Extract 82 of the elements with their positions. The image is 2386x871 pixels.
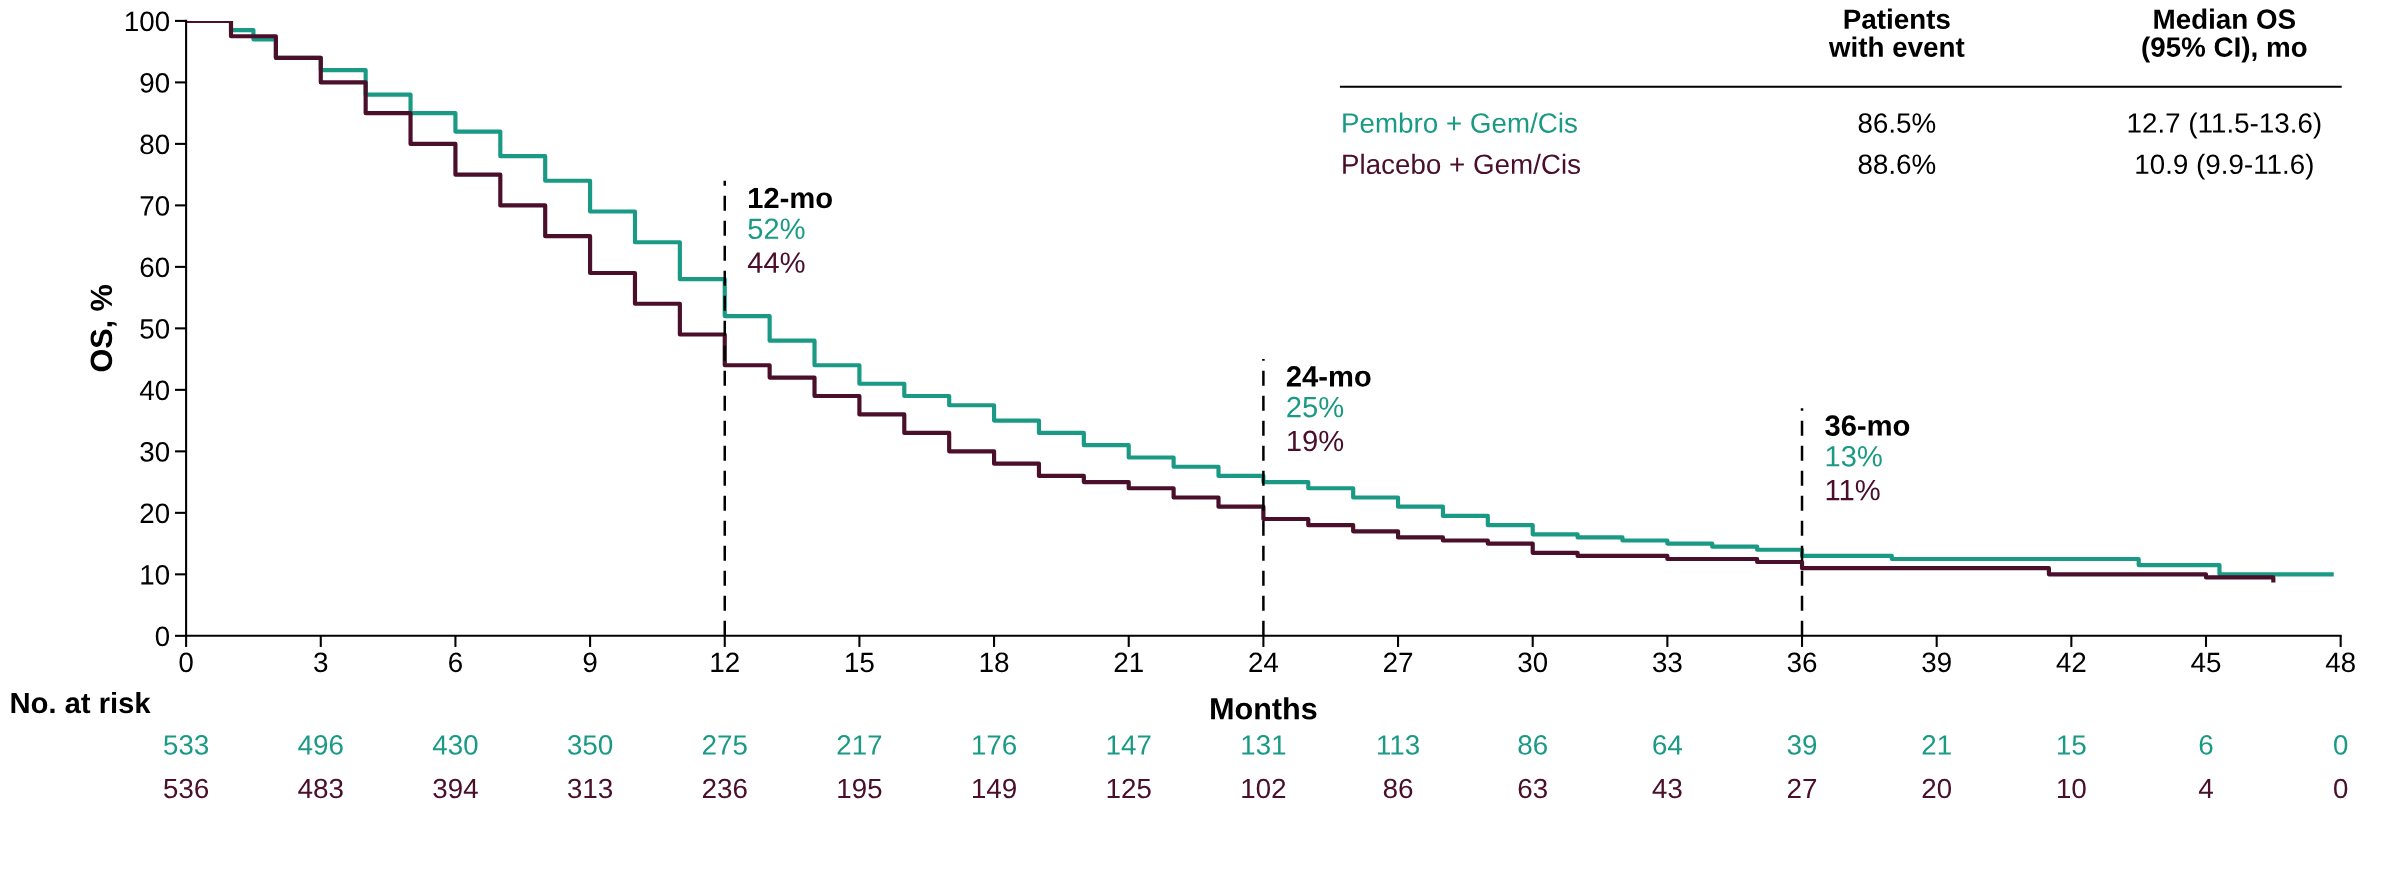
text: 0 (2334, 778, 2348, 799)
annotation: 52% (748, 218, 805, 240)
text: 350 (567, 735, 613, 755)
text: 496 (298, 735, 343, 755)
annotation: Median OS (95% CI), mo (2142, 8, 2307, 63)
text: 86 (1383, 778, 1413, 799)
y-axis-title: OS, % (90, 285, 117, 372)
text: 64 (1653, 735, 1682, 755)
annotation: 25% (1287, 396, 1344, 418)
y-tick-label: 40 (139, 380, 170, 401)
x-tick-label: 6 (449, 652, 462, 673)
y-tick-label: 100 (125, 11, 170, 32)
text: 131 (1242, 735, 1286, 755)
x-tick-label: 3 (314, 652, 328, 673)
annotation: 44% (747, 252, 805, 273)
y-tick-label: 30 (140, 442, 170, 462)
ref-line-label: 12-mo (749, 187, 832, 209)
x-tick-label: 18 (980, 652, 1009, 673)
text: 430 (432, 735, 478, 755)
text: 394 (433, 778, 478, 799)
text: 15 (2058, 735, 2086, 755)
x-tick-label: 24 (1249, 652, 1279, 672)
text: 147 (1107, 735, 1151, 755)
x-tick-label: 33 (1652, 652, 1682, 673)
y-tick-label: 0 (155, 626, 170, 647)
text: 6 (2199, 735, 2213, 755)
y-tick-label: 10 (141, 565, 170, 585)
x-tick-label: 42 (2056, 652, 2086, 672)
annotation: 88.6% (1858, 154, 1936, 175)
annotation: 12.7 (11.5-13.6) (2128, 112, 2321, 139)
text: 483 (298, 778, 343, 799)
x-tick-label: 39 (1922, 652, 1951, 673)
x-tick-label: 30 (1518, 652, 1548, 673)
text: 275 (702, 735, 747, 755)
ref-line-label: 24-mo (1286, 366, 1371, 387)
annotation: 13% (1826, 445, 1882, 467)
text: 149 (973, 778, 1016, 799)
x-tick-label: 9 (583, 652, 597, 673)
x-tick-label: 27 (1384, 652, 1413, 672)
y-tick-label: 70 (140, 196, 170, 216)
text: 176 (973, 735, 1017, 755)
x-tick-label: 15 (846, 652, 874, 673)
text: 27 (1787, 778, 1817, 799)
text: 217 (837, 735, 882, 755)
text: 4 (2198, 778, 2213, 799)
text: 533 (164, 735, 209, 755)
text: 39 (1787, 735, 1817, 755)
x-tick-label: 12 (711, 652, 739, 672)
text: 10 (2058, 778, 2086, 799)
y-tick-label: 60 (140, 257, 170, 278)
annotation: 86.5% (1858, 113, 1936, 133)
text: Placebo + Gem/Cis (1343, 153, 1581, 175)
text: 21 (1922, 735, 1951, 755)
y-tick-label: 50 (140, 319, 170, 339)
x-tick-label: 45 (2191, 652, 2221, 673)
text: 113 (1378, 735, 1419, 755)
annotation: 19% (1288, 430, 1344, 452)
annotation: 11% (1826, 479, 1880, 501)
text: 195 (838, 778, 882, 799)
y-tick-label: 20 (140, 503, 170, 524)
text: 86 (1518, 735, 1547, 755)
text: Pembro + Gem/Cis (1343, 112, 1577, 133)
annotation: Patients with event (1828, 8, 1965, 57)
annotation: 10.9 (9.9-11.6) (2136, 153, 2313, 180)
text: 20 (1922, 778, 1952, 799)
ref-line-label: 36-mo (1825, 415, 1910, 436)
y-tick-label: 90 (140, 73, 170, 93)
x-axis-title: Months (1211, 697, 1317, 720)
text: 236 (702, 778, 747, 799)
text: 313 (567, 778, 613, 799)
text: 536 (164, 778, 209, 799)
text: 102 (1242, 778, 1286, 799)
text: 63 (1518, 778, 1547, 799)
x-tick-label: 48 (2325, 652, 2355, 673)
x-tick-label: 36 (1787, 652, 1817, 673)
x-tick-label: 21 (1114, 652, 1143, 672)
text: 43 (1652, 778, 1682, 799)
text: 125 (1107, 778, 1151, 799)
y-tick-label: 80 (140, 134, 170, 155)
x-tick-label: 0 (179, 652, 193, 673)
text: 0 (2334, 735, 2348, 755)
text: No. at risk (11, 691, 151, 714)
